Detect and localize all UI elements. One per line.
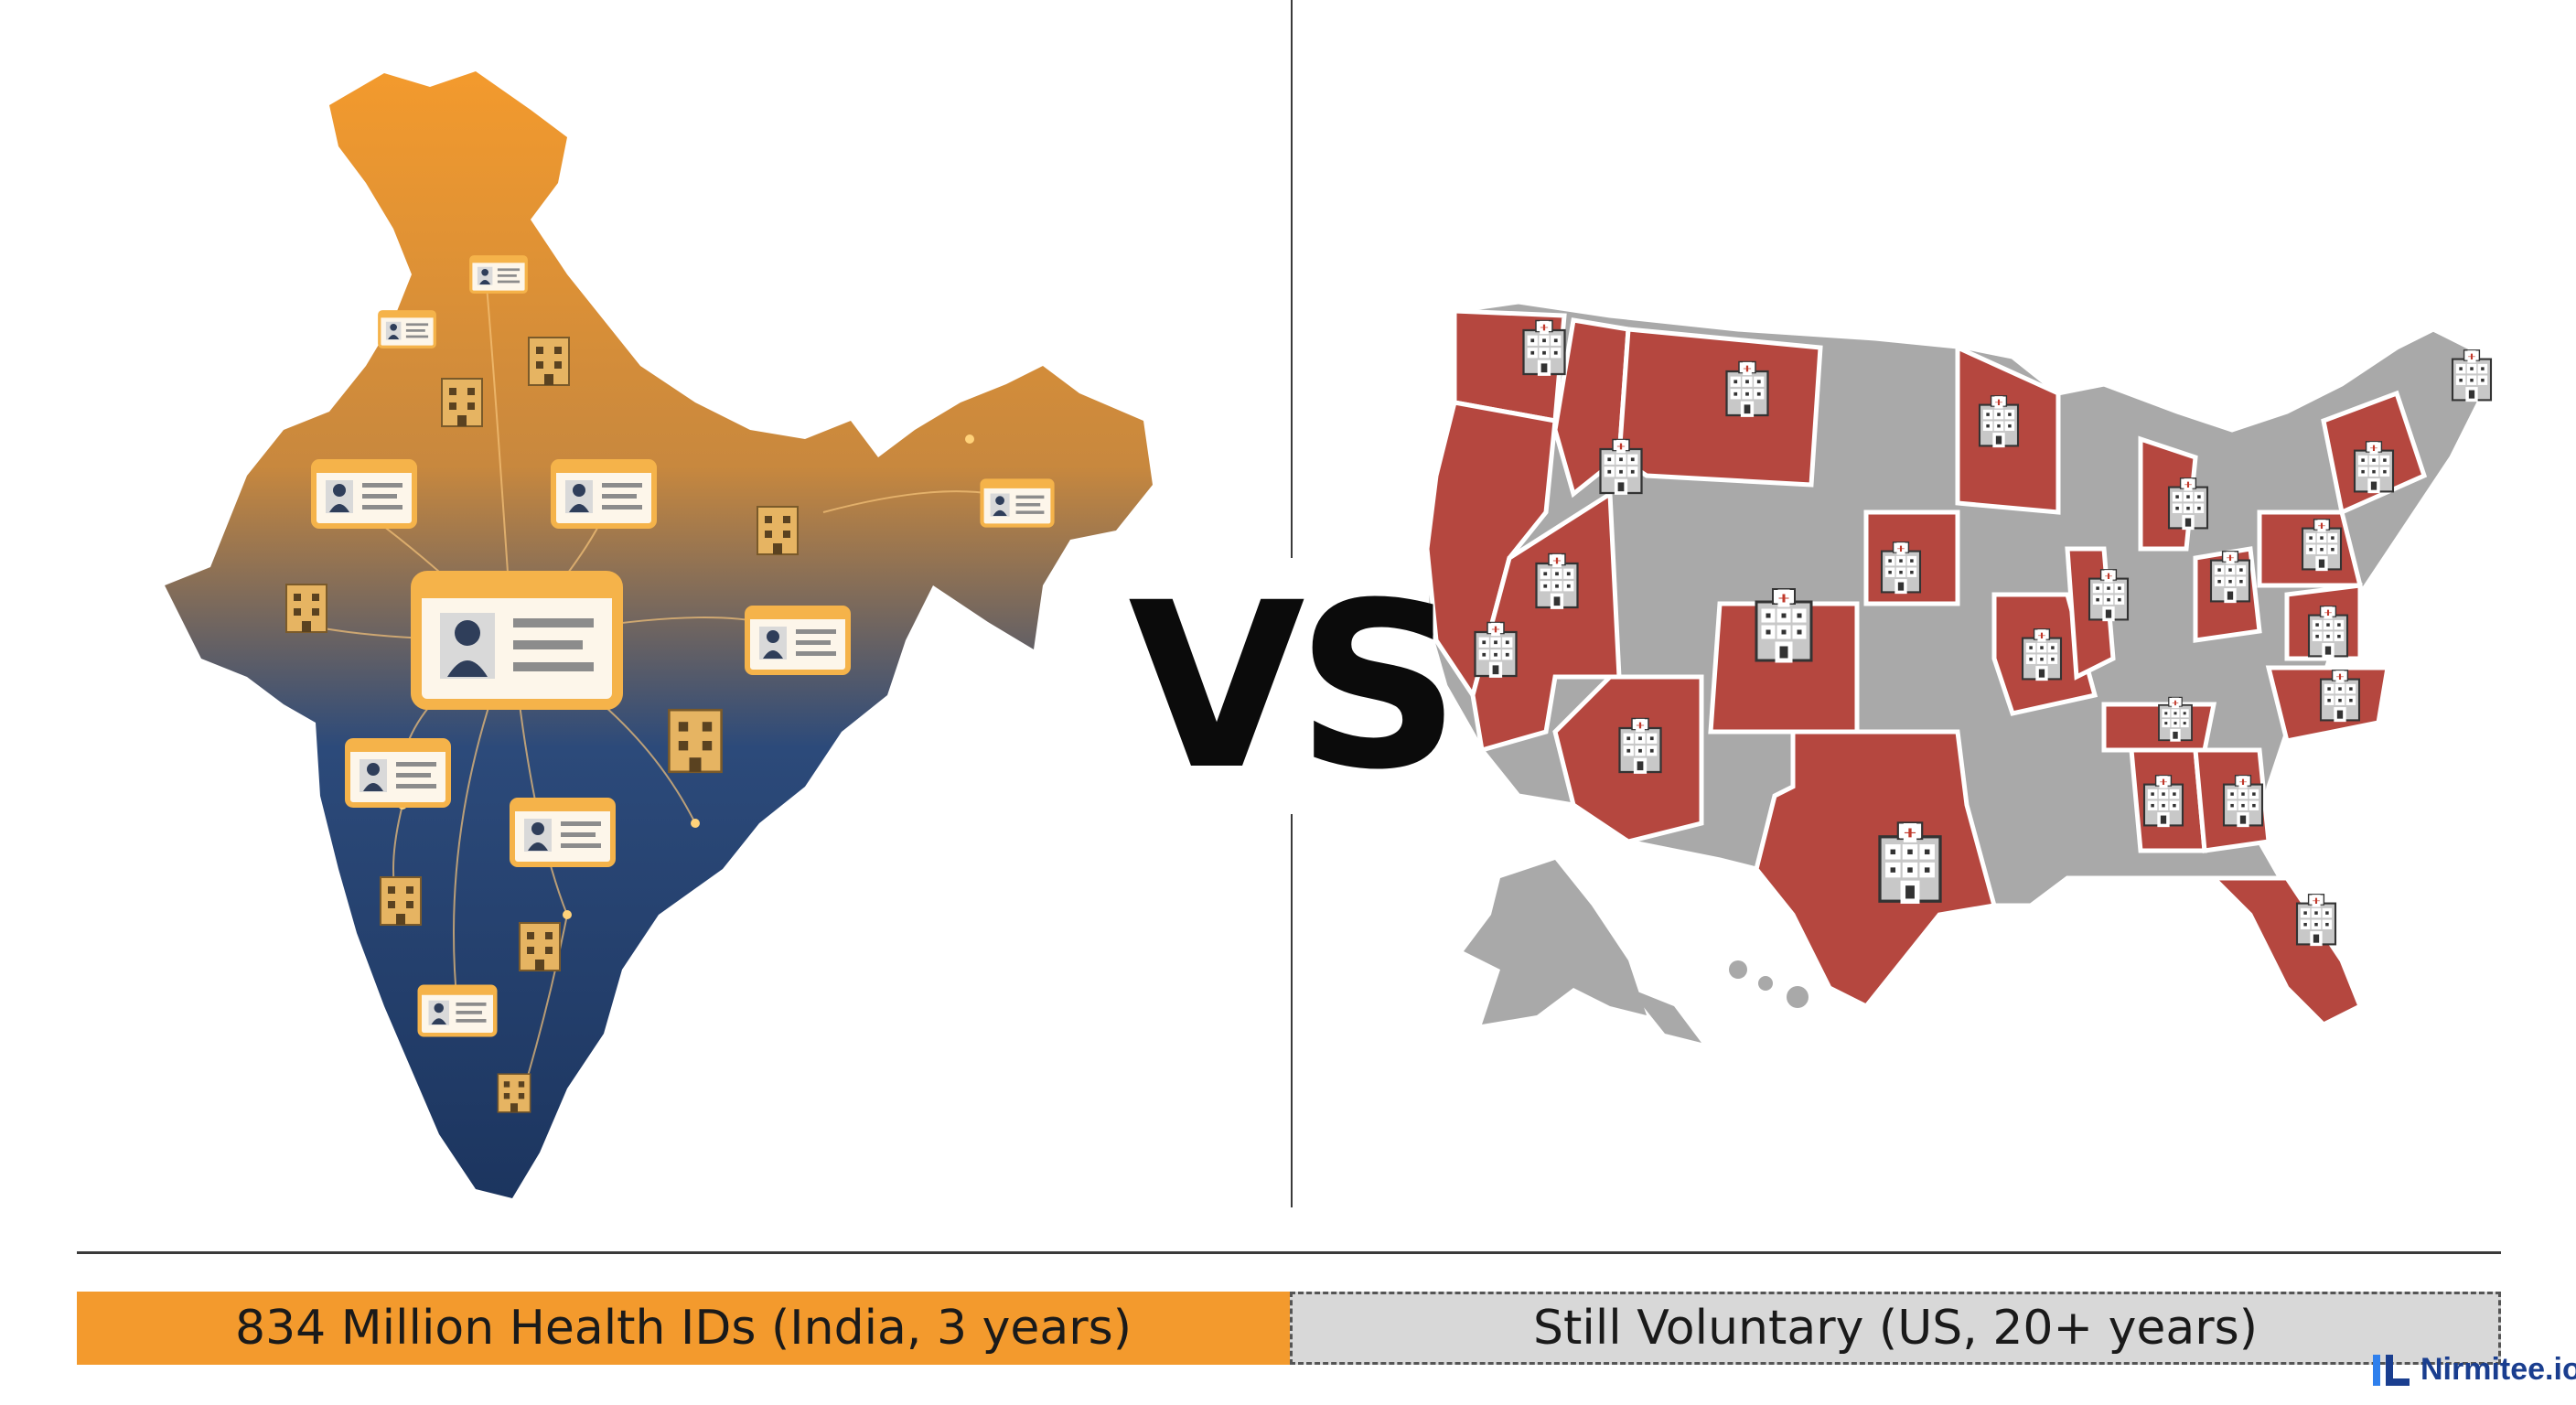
health-id-card-icon bbox=[420, 987, 496, 1035]
india-stat-bar: 834 Million Health IDs (India, 3 years) bbox=[77, 1292, 1290, 1365]
health-id-card-icon bbox=[378, 310, 436, 349]
us-stat-label: Still Voluntary (US, 20+ years) bbox=[1533, 1301, 2258, 1356]
health-id-card-icon bbox=[553, 462, 654, 526]
us-stat-bar: Still Voluntary (US, 20+ years) bbox=[1290, 1292, 2501, 1365]
brand-logo: Nirmitee.io bbox=[2373, 1352, 2576, 1388]
hospital-icon bbox=[497, 1073, 531, 1113]
health-id-card-icon bbox=[314, 462, 414, 526]
alaska-hawaii bbox=[1464, 860, 1809, 1043]
us-map bbox=[1424, 299, 2493, 1043]
health-id-card-icon bbox=[348, 741, 448, 805]
india-stat-label: 834 Million Health IDs (India, 3 years) bbox=[235, 1301, 1132, 1356]
horizontal-divider bbox=[77, 1251, 2501, 1254]
india-outline bbox=[165, 71, 1153, 1198]
brand-name: Nirmitee.io bbox=[2420, 1352, 2576, 1387]
vs-headline: VS bbox=[1128, 552, 1461, 820]
india-map bbox=[165, 71, 1153, 1198]
hospital-icon bbox=[441, 378, 483, 427]
health-id-card-icon bbox=[512, 800, 613, 864]
nirmitee-logo-icon bbox=[2373, 1354, 2410, 1386]
health-id-card-icon bbox=[982, 481, 1053, 526]
hospital-icon bbox=[757, 506, 799, 555]
health-id-card-icon bbox=[747, 608, 848, 672]
health-id-card-icon bbox=[416, 576, 617, 704]
hospital-icon bbox=[668, 708, 723, 774]
health-id-card-icon bbox=[469, 255, 528, 294]
hospital-icon bbox=[528, 337, 570, 386]
hospital-icon bbox=[519, 922, 561, 971]
hospital-icon bbox=[380, 876, 422, 926]
hospital-icon bbox=[285, 584, 327, 633]
